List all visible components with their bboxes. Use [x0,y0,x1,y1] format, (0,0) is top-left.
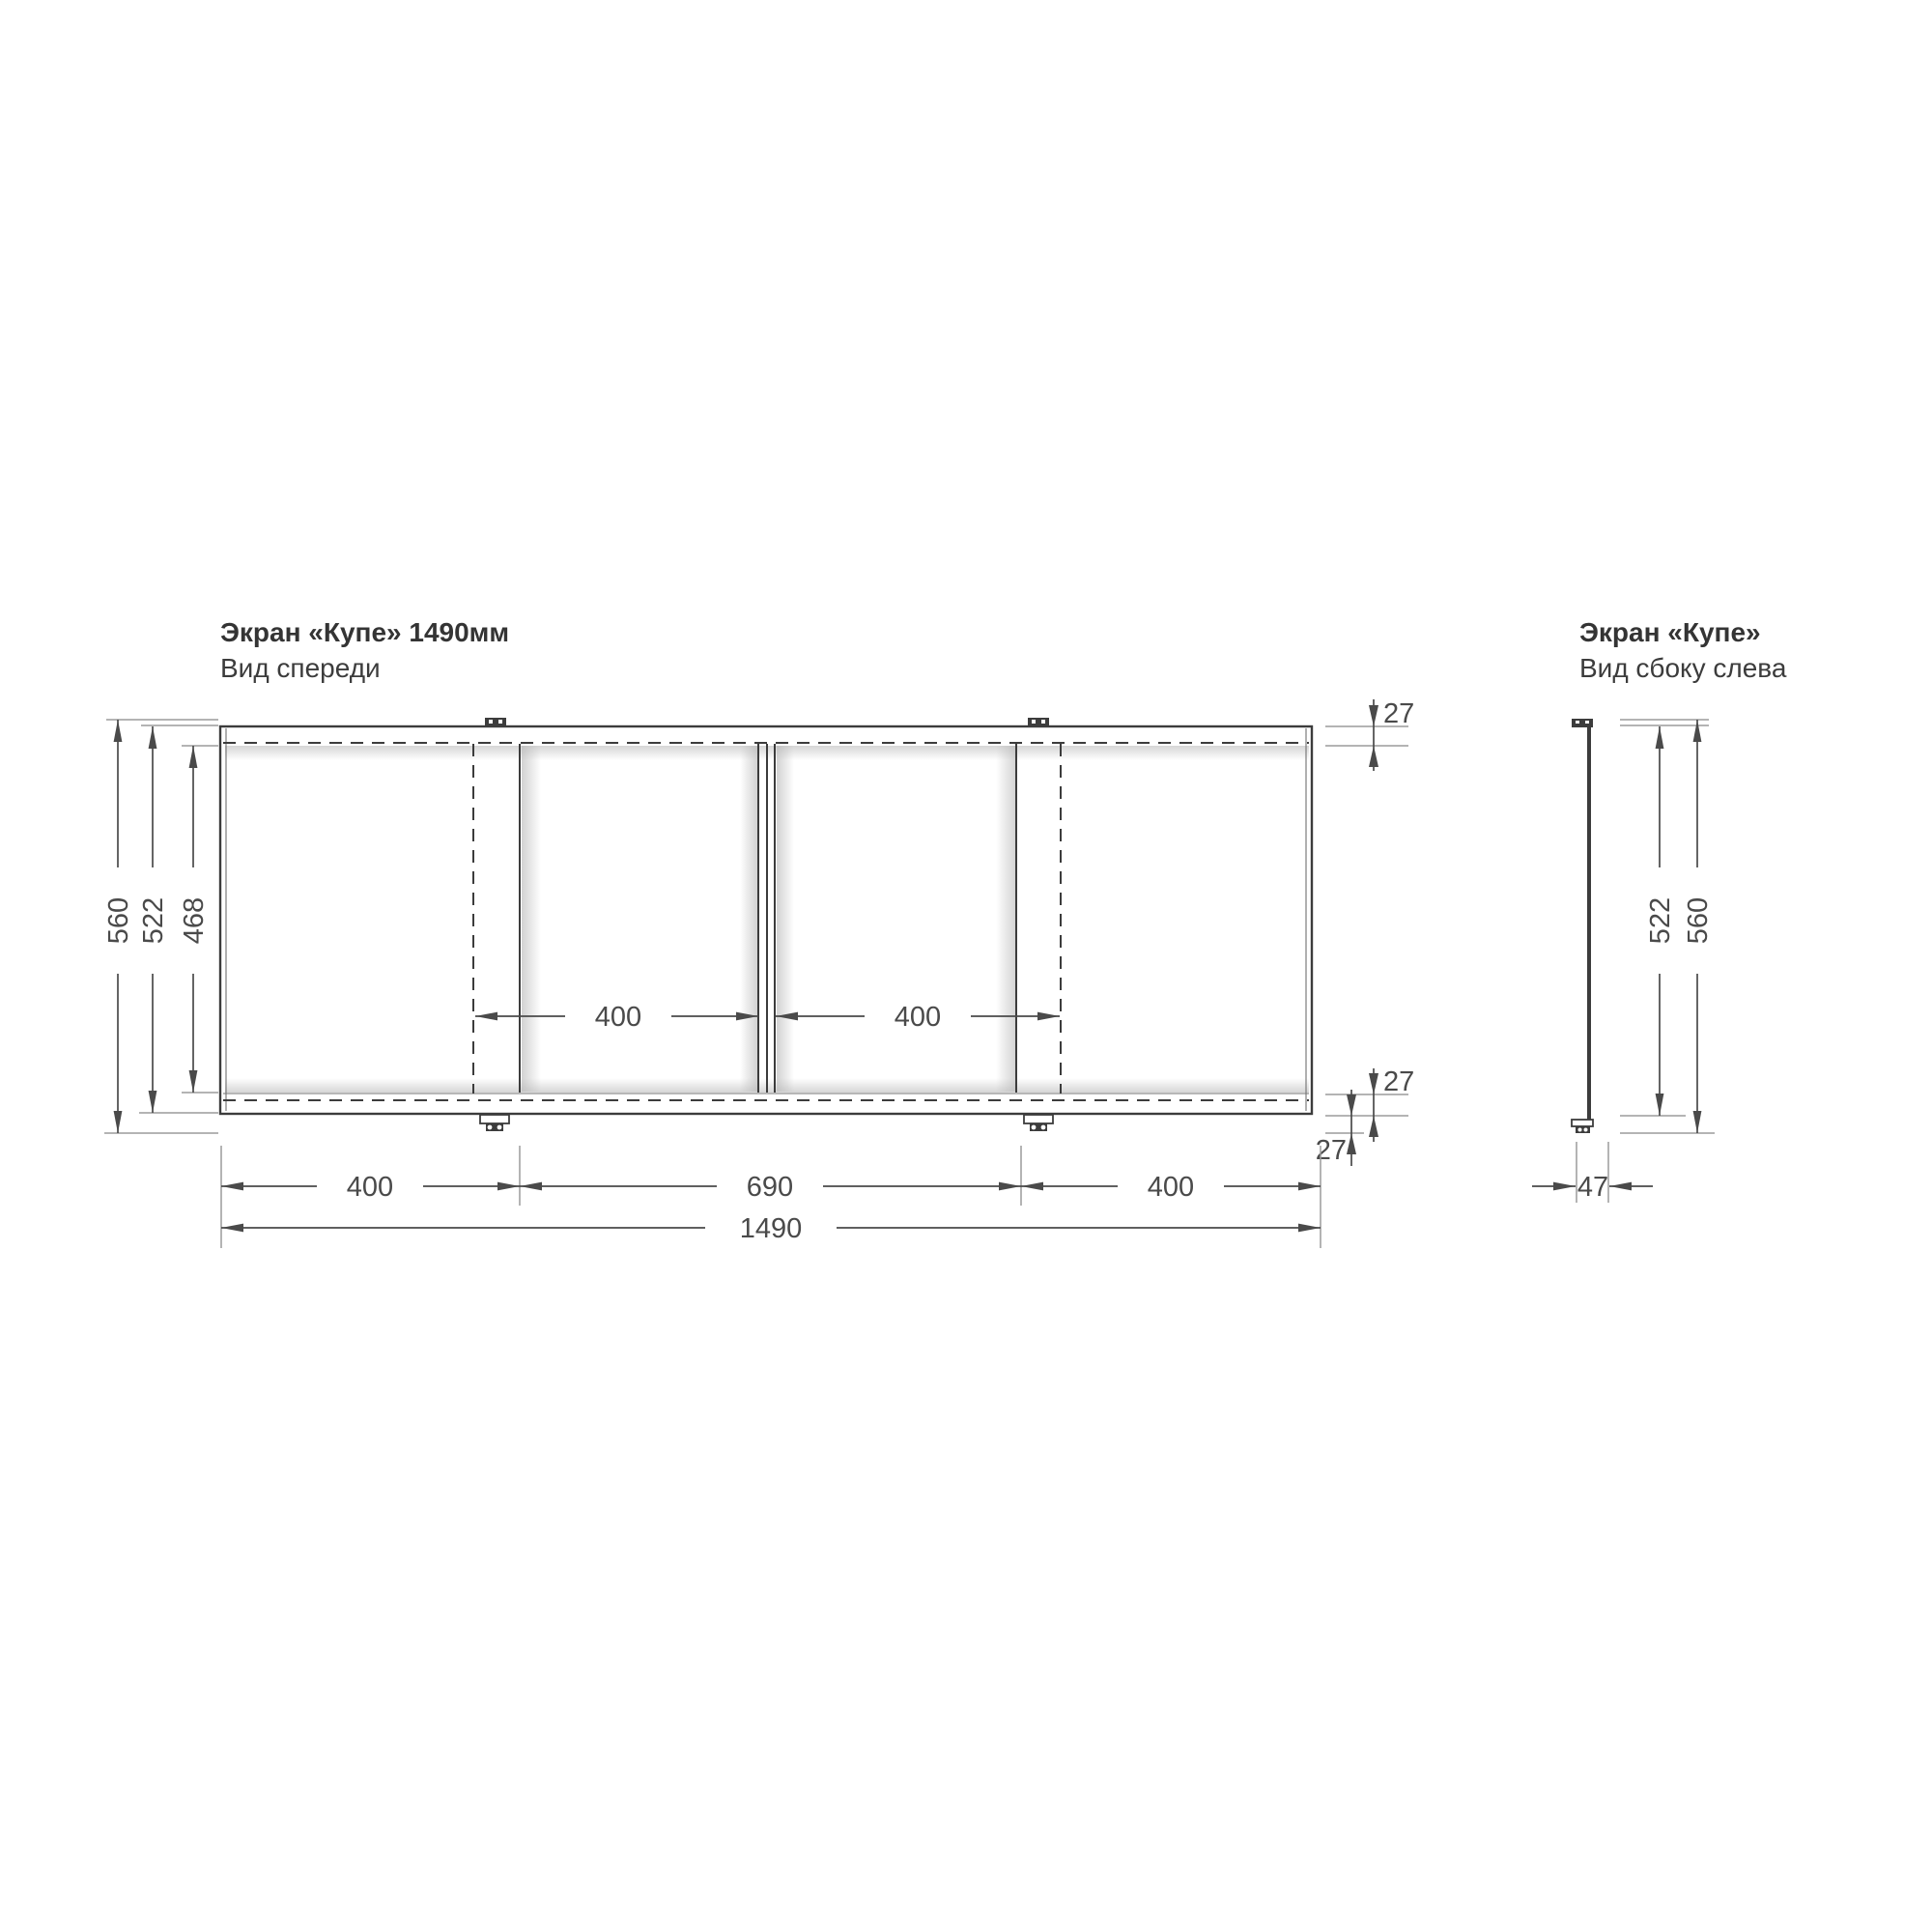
foot-bracket [1023,1114,1054,1124]
dim-400-bottom-left: 400 [221,1170,520,1203]
clip-body [1028,718,1049,726]
dimension-label: 560 [1681,867,1714,974]
dim-text: 690 [747,1172,793,1203]
dimension-label: 522 [136,867,169,974]
mounting-clip-icon [485,718,506,726]
dim-text: 27 [1383,698,1414,729]
arrow-down [1369,705,1378,726]
label-mask [865,1000,971,1033]
clip-notch [1585,721,1589,724]
dim-text: 1490 [740,1213,803,1244]
front-view: 560 522 468 [101,698,1414,1248]
adjustable-foot-icon [1023,1114,1054,1131]
foot-base [1030,1123,1047,1131]
dim-27-foot: 27 [1316,1090,1364,1166]
clip-notch [1041,720,1045,724]
foot-roller [1583,1127,1588,1132]
dim-522-side: 522 [1620,724,1709,1117]
dimension-label: 468 [177,867,210,974]
dim-text: 47 [1577,1172,1608,1203]
dim-text: 560 [103,897,134,944]
dimension-label: 560 [101,867,134,974]
label-mask [1643,867,1676,974]
dim-400-bottom-right: 400 [1021,1170,1321,1203]
mounting-clip-icon [1572,719,1593,727]
dim-560-side: 560 [1620,719,1715,1134]
label-mask [1681,867,1714,974]
dim-text: 522 [138,897,169,944]
foot-bracket [479,1114,510,1124]
clip-notch [498,720,502,724]
clip-notch [1576,721,1579,724]
side-view-subtitle: Вид сбоку слева [1579,653,1787,683]
center-left-shadow [740,746,757,1092]
side-view-title: Экран «Купе» [1579,617,1761,647]
side-panel [1575,726,1587,1122]
left-door-shadow [522,746,541,1092]
dim-560: 560 [101,719,218,1134]
dim-400-left-door: 400 [475,1000,758,1033]
right-door-shadow [996,746,1016,1092]
center-right-shadow [777,746,794,1092]
dim-27-top: 27 [1325,698,1414,771]
foot-roller [1031,1124,1037,1130]
dim-text: 522 [1645,897,1676,944]
foot-roller [1577,1127,1582,1132]
center-overlap-lines [757,744,776,1093]
foot-base [1576,1126,1590,1133]
arrow-up [1347,1133,1356,1154]
label-mask [177,867,210,974]
foot-bracket [1571,1119,1594,1127]
dim-text: 400 [1148,1172,1194,1203]
label-mask [717,1170,823,1203]
dim-400-right-door: 400 [776,1000,1060,1033]
adjustable-foot-icon [1571,1119,1594,1133]
foot-roller [497,1124,502,1130]
front-view-title: Экран «Купе» 1490мм [220,617,509,647]
dim-text: 400 [595,1002,641,1033]
adjustable-foot-icon [479,1114,510,1131]
arrow-down [1369,1073,1378,1094]
foot-roller [487,1124,493,1130]
clip-notch [1032,720,1036,724]
front-view-subtitle: Вид спереди [220,653,381,683]
dimension-label: 522 [1643,867,1676,974]
label-mask [1118,1170,1224,1203]
dim-1490-total: 1490 [221,1211,1321,1244]
dim-text: 468 [179,897,210,944]
label-mask [565,1000,671,1033]
label-mask [136,867,169,974]
side-back-profile [1591,724,1608,1114]
label-mask [101,867,134,974]
dim-468: 468 [177,745,218,1094]
dim-522: 522 [136,724,218,1114]
dim-27-bottom: 27 [1325,1066,1414,1142]
label-mask [705,1211,837,1244]
dim-text: 400 [895,1002,941,1033]
dim-47-depth: 47 [1532,1142,1653,1203]
foot-roller [1040,1124,1046,1130]
dim-text: 27 [1383,1066,1414,1097]
foot-base [486,1123,503,1131]
arrow-up [1369,1116,1378,1137]
clip-notch [489,720,493,724]
side-view: 522 560 47 [1532,719,1715,1203]
clip-body [485,718,506,726]
front-outline [218,724,1314,1116]
clip-body [1572,719,1593,727]
dim-text: 400 [347,1172,393,1203]
arrow-down [1347,1094,1356,1116]
dim-text: 560 [1683,897,1714,944]
dim-690-bottom-center: 690 [520,1170,1021,1203]
mounting-clip-icon [1028,718,1049,726]
label-mask [317,1170,423,1203]
arrow-up [1369,746,1378,767]
